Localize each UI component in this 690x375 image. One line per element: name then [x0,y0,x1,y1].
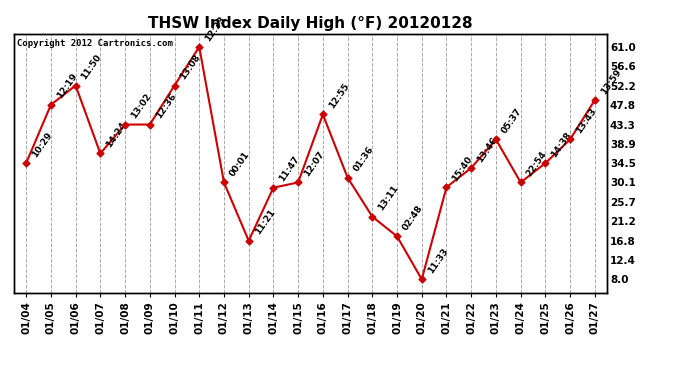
Text: 14:38: 14:38 [549,130,573,159]
Text: 05:37: 05:37 [500,106,524,135]
Point [441,184,452,190]
Text: 13:11: 13:11 [377,184,400,213]
Text: 12:36: 12:36 [154,92,178,120]
Point [564,136,575,142]
Text: 13:59: 13:59 [599,67,623,96]
Text: 01:36: 01:36 [352,145,375,173]
Point [194,44,205,50]
Text: 13:46: 13:46 [475,135,500,164]
Point [342,175,353,181]
Point [589,97,600,103]
Point [293,179,304,185]
Text: 14:24: 14:24 [104,120,128,149]
Text: 13:02: 13:02 [129,92,153,120]
Text: 10:29: 10:29 [30,130,54,159]
Text: 11:21: 11:21 [253,208,277,237]
Point [46,102,57,108]
Text: 12:07: 12:07 [302,150,326,178]
Point [491,136,502,142]
Point [515,179,526,185]
Point [416,276,427,282]
Point [540,160,551,166]
Point [367,214,378,220]
Point [219,179,230,185]
Text: 13:43: 13:43 [574,106,598,135]
Point [95,150,106,156]
Text: 13:08: 13:08 [179,53,202,81]
Text: 11:47: 11:47 [277,155,302,183]
Point [119,122,130,128]
Text: 12:33: 12:33 [204,14,227,43]
Text: 12:19: 12:19 [55,72,79,100]
Point [268,184,279,190]
Point [70,82,81,88]
Point [144,122,155,128]
Text: 00:01: 00:01 [228,150,252,178]
Point [466,165,477,171]
Point [391,233,402,239]
Text: 22:54: 22:54 [525,150,549,178]
Text: 12:55: 12:55 [327,82,351,110]
Point [243,238,254,244]
Text: 15:40: 15:40 [451,154,475,183]
Text: 02:48: 02:48 [401,204,425,232]
Text: 11:50: 11:50 [80,53,104,81]
Text: 11:33: 11:33 [426,247,450,275]
Point [169,82,180,88]
Point [317,111,328,117]
Title: THSW Index Daily High (°F) 20120128: THSW Index Daily High (°F) 20120128 [148,16,473,31]
Text: Copyright 2012 Cartronics.com: Copyright 2012 Cartronics.com [17,39,172,48]
Point [21,160,32,166]
